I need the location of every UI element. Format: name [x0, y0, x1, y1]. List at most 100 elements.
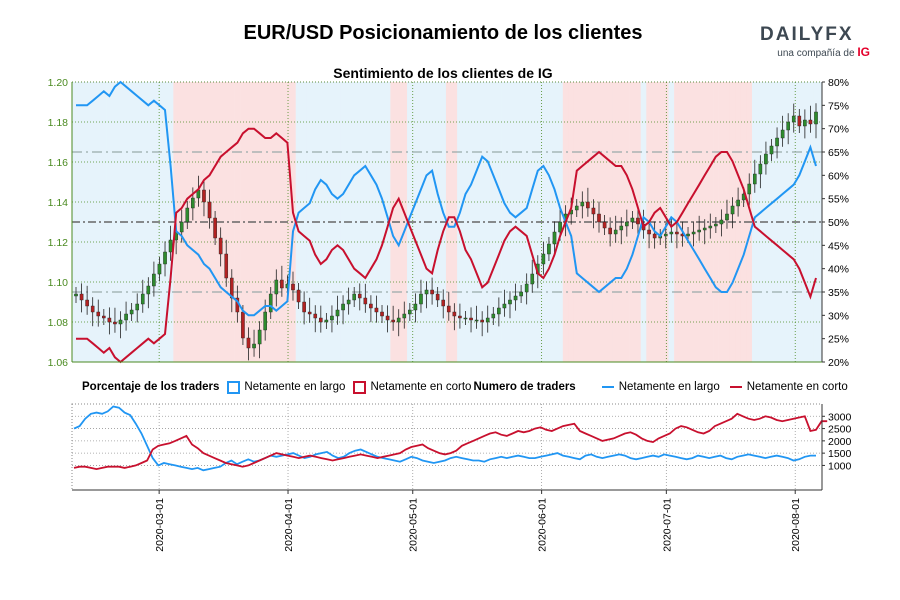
candle-up — [625, 221, 629, 227]
y-left-tick-label: 1.08 — [48, 317, 69, 329]
candle-down — [96, 311, 101, 317]
candle-up — [530, 273, 535, 285]
candle-down — [213, 217, 217, 239]
candle-up — [663, 233, 668, 237]
bottom-y-tick-label: 2500 — [828, 424, 852, 436]
y-right-tick-label: 65% — [828, 147, 849, 159]
long-bg-band — [546, 82, 553, 362]
candle-down — [797, 115, 802, 127]
y-left-tick-label: 1.18 — [48, 117, 69, 129]
long-bg-band — [340, 82, 347, 362]
x-tick-label: 2020-05-01 — [408, 498, 420, 552]
candle-up — [736, 199, 740, 207]
y-left-tick-label: 1.10 — [48, 277, 69, 289]
legend-pct-long: Netamente en largo — [244, 381, 346, 393]
long-bg-band — [356, 82, 363, 362]
candle-up — [697, 229, 701, 233]
candle-up — [335, 309, 340, 317]
candle-down — [79, 293, 84, 301]
candle-up — [574, 205, 579, 211]
y-left-tick-label: 1.14 — [48, 197, 69, 209]
candle-up — [730, 205, 735, 215]
short-bg-band — [223, 82, 230, 362]
candle-up — [274, 279, 279, 295]
short-bg-band — [579, 82, 586, 362]
long-bg-band — [429, 82, 436, 362]
candle-up — [124, 313, 128, 321]
candle-down — [591, 207, 596, 215]
candle-up — [541, 253, 546, 265]
y-left-tick-label: 1.06 — [48, 357, 69, 369]
long-bg-band — [351, 82, 358, 362]
short-bg-band — [573, 82, 580, 362]
candle-down — [369, 303, 373, 309]
candle-down — [808, 119, 813, 125]
candle-up — [786, 121, 790, 131]
candle-down — [647, 229, 651, 235]
candle-up — [758, 163, 763, 175]
candle-up — [424, 289, 429, 295]
long-bg-band — [162, 82, 169, 362]
candle-up — [135, 303, 140, 311]
y-right-tick-label: 55% — [828, 194, 849, 206]
ig-brand: IG — [857, 45, 870, 59]
long-bg-band — [434, 82, 441, 362]
long-bg-band — [468, 82, 475, 362]
long-bg-band — [334, 82, 341, 362]
candle-up — [708, 225, 713, 229]
candle-up — [74, 293, 78, 297]
candle-up — [780, 129, 785, 139]
candle-up — [580, 201, 585, 207]
x-tick-label: 2020-06-01 — [537, 498, 549, 552]
legend-short-box-icon — [353, 380, 367, 394]
candle-down — [446, 305, 451, 313]
candle-down — [430, 289, 434, 295]
y-right-tick-label: 45% — [828, 240, 849, 252]
long-bg-band — [479, 82, 486, 362]
legend-long-line-icon — [601, 386, 614, 388]
candle-down — [319, 317, 323, 323]
long-bg-band — [78, 82, 85, 362]
candle-down — [374, 307, 379, 313]
candle-up — [257, 329, 262, 345]
candle-up — [179, 221, 184, 233]
long-bg-band — [84, 82, 91, 362]
candle-up — [552, 231, 557, 245]
candle-up — [725, 213, 729, 221]
candle-up — [346, 299, 351, 305]
candle-up — [803, 119, 807, 127]
candle-up — [491, 313, 496, 319]
candle-down — [380, 311, 384, 317]
candle-down — [218, 237, 223, 255]
candle-up — [714, 223, 718, 227]
candle-up — [396, 317, 401, 323]
candle-down — [652, 233, 657, 239]
long-bg-band — [751, 82, 758, 362]
y-right-tick-label: 70% — [828, 124, 849, 136]
logo-wordmark: DAILYFX — [760, 24, 854, 45]
long-count-line — [73, 405, 816, 472]
dailyfx-logo: DAILYFX una compañía de IG — [760, 24, 870, 59]
candle-up — [330, 315, 334, 321]
y-right-tick-label: 75% — [828, 100, 849, 112]
y-right-tick-label: 80% — [828, 77, 849, 89]
long-bg-band — [101, 82, 107, 362]
candle-up — [485, 317, 490, 323]
long-pct-line — [76, 80, 817, 317]
candle-down — [296, 289, 301, 303]
candle-up — [508, 299, 512, 305]
short-bg-band — [195, 82, 202, 362]
candle-down — [229, 277, 234, 299]
candle-up — [263, 311, 267, 331]
candle-down — [597, 213, 601, 223]
short-bg-band — [740, 82, 747, 362]
candle-down — [113, 321, 117, 325]
candle-down — [291, 283, 295, 291]
long-bg-band — [323, 82, 330, 362]
candle-up — [619, 225, 624, 231]
candle-up — [613, 229, 618, 235]
candle-up — [146, 285, 151, 295]
candle-down — [608, 227, 612, 235]
x-tick-label: 2020-07-01 — [661, 498, 673, 552]
